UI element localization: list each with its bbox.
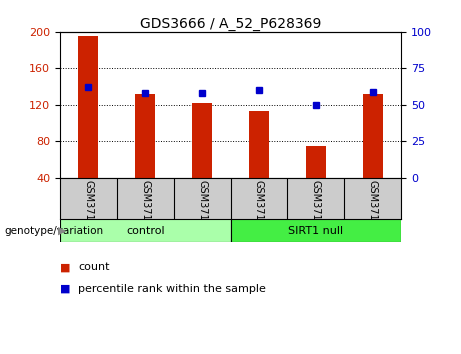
Text: GSM371990: GSM371990 [197,180,207,239]
Text: GSM371991: GSM371991 [254,180,264,239]
Text: ▶: ▶ [58,226,66,236]
Text: SIRT1 null: SIRT1 null [288,226,343,236]
Text: GSM371988: GSM371988 [83,180,94,239]
Bar [192,103,212,178]
Bar [78,35,98,178]
Bar [230,219,401,242]
Text: control: control [126,226,165,236]
Text: genotype/variation: genotype/variation [5,226,104,236]
Text: GSM371989: GSM371989 [140,180,150,239]
Bar [306,146,326,178]
Text: GSM371993: GSM371993 [367,180,378,239]
Text: percentile rank within the sample: percentile rank within the sample [78,284,266,293]
Text: GSM371992: GSM371992 [311,180,321,239]
Title: GDS3666 / A_52_P628369: GDS3666 / A_52_P628369 [140,17,321,31]
Text: ■: ■ [60,262,74,272]
Bar [363,94,383,178]
Text: ■: ■ [60,284,74,293]
Text: count: count [78,262,110,272]
Bar [135,94,155,178]
Bar [249,111,269,178]
Bar [60,219,230,242]
